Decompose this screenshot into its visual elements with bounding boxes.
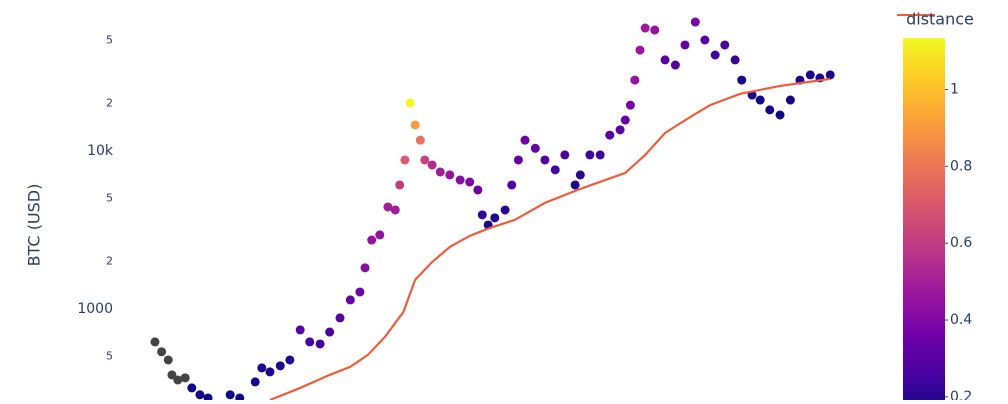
- point: [530, 143, 540, 153]
- point: [250, 377, 260, 387]
- point: [173, 375, 183, 385]
- colorbar-title: distance: [906, 10, 974, 29]
- point: [445, 170, 455, 180]
- point: [630, 75, 640, 85]
- point: [360, 263, 370, 273]
- point: [235, 393, 245, 400]
- point: [465, 177, 475, 187]
- point: [785, 95, 795, 105]
- point: [570, 180, 580, 190]
- point: [265, 367, 275, 377]
- point: [615, 125, 625, 135]
- point: [415, 135, 425, 145]
- point: [305, 337, 315, 347]
- point: [765, 105, 775, 115]
- point: [550, 165, 560, 175]
- point: [575, 170, 585, 180]
- y-tick-label: 2: [106, 254, 113, 267]
- point: [500, 205, 510, 215]
- point: [720, 40, 730, 50]
- point: [650, 25, 660, 35]
- point: [180, 373, 190, 383]
- point: [540, 155, 550, 165]
- point: [595, 150, 605, 160]
- y-axis-label: BTC (USD): [25, 184, 44, 267]
- point: [295, 325, 305, 335]
- point: [585, 150, 595, 160]
- point: [390, 205, 400, 215]
- point: [375, 230, 385, 240]
- colorbar: [903, 38, 945, 404]
- point: [640, 23, 650, 33]
- point: [383, 202, 393, 212]
- point: [345, 295, 355, 305]
- point: [455, 175, 465, 185]
- point: [660, 55, 670, 65]
- point: [335, 313, 345, 323]
- point: [187, 383, 197, 393]
- y-tick-label: 1000: [77, 301, 113, 317]
- y-tick-label: 2: [106, 96, 113, 109]
- point: [167, 370, 177, 380]
- point: [490, 213, 500, 223]
- point: [513, 155, 523, 165]
- point: [520, 135, 530, 145]
- y-tick-label: 5: [106, 191, 113, 204]
- point: [203, 393, 213, 400]
- point: [315, 339, 325, 349]
- y-tick-label: 10k: [87, 143, 114, 159]
- point: [285, 355, 295, 365]
- point: [225, 390, 235, 400]
- point: [605, 130, 615, 140]
- point: [275, 361, 285, 371]
- point: [670, 60, 680, 70]
- colorbar-tick-label: 0.6: [950, 235, 972, 251]
- point: [730, 55, 740, 65]
- point: [755, 95, 765, 105]
- point: [395, 180, 405, 190]
- point: [825, 70, 835, 80]
- point: [405, 98, 415, 108]
- plot-area: [150, 17, 835, 400]
- point: [560, 150, 570, 160]
- point: [435, 167, 445, 177]
- point: [805, 70, 815, 80]
- colorbar-tick-label: 1: [950, 81, 959, 97]
- y-tick-label: 5: [106, 349, 113, 362]
- point: [157, 347, 167, 357]
- point: [400, 155, 410, 165]
- point: [620, 115, 630, 125]
- point: [355, 287, 365, 297]
- point: [690, 17, 700, 27]
- point: [163, 355, 173, 365]
- point: [477, 210, 487, 220]
- colorbar-tick-label: 0.2: [950, 389, 972, 400]
- point: [427, 160, 437, 170]
- colorbar-tick-label: 0.4: [950, 312, 972, 328]
- point: [410, 120, 420, 130]
- point: [680, 40, 690, 50]
- point: [150, 337, 160, 347]
- point: [507, 180, 517, 190]
- point: [700, 35, 710, 45]
- point: [257, 363, 267, 373]
- colorbar-tick-label: 0.8: [950, 158, 972, 174]
- line-series: [269, 77, 831, 400]
- point: [420, 155, 430, 165]
- point: [195, 390, 205, 400]
- point: [325, 327, 335, 337]
- y-tick-label: 5: [106, 34, 113, 47]
- point: [635, 45, 645, 55]
- point: [710, 50, 720, 60]
- point: [737, 75, 747, 85]
- point: [367, 235, 377, 245]
- point: [775, 110, 785, 120]
- point: [473, 185, 483, 195]
- point: [625, 100, 635, 110]
